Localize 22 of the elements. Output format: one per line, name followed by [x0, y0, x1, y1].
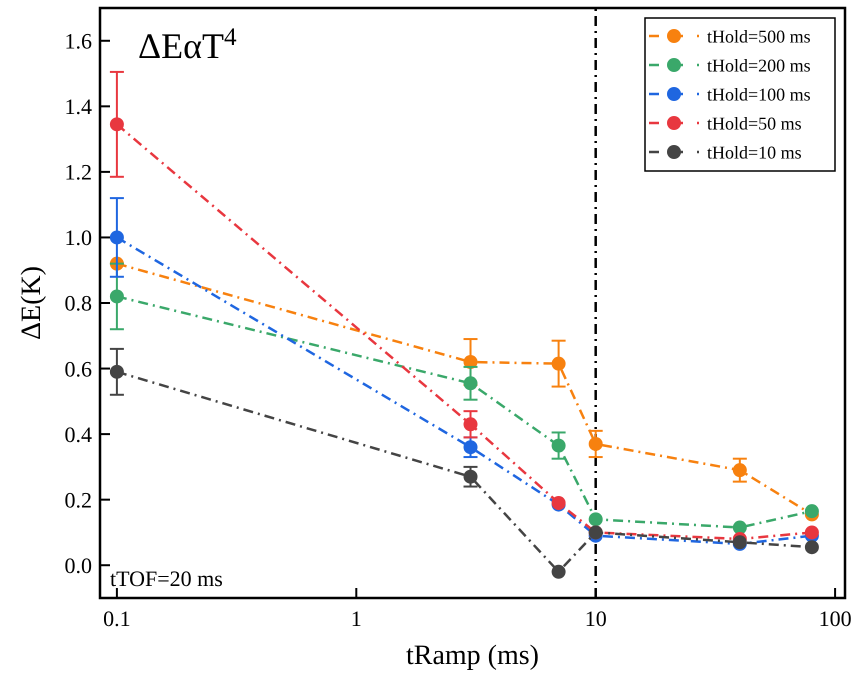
legend-label: tHold=200 ms	[707, 55, 811, 76]
y-tick-label: 1.2	[64, 160, 92, 185]
x-axis-title: tRamp (ms)	[406, 640, 539, 671]
legend-label: tHold=100 ms	[707, 84, 811, 104]
y-tick-label: 0.8	[64, 290, 92, 316]
y-tick-label: 0.0	[64, 552, 92, 578]
annotation: tTOF=20 ms	[110, 566, 223, 591]
text: ΔEαT$^{4}$	[138, 24, 237, 66]
y-tick-label: 0.2	[64, 487, 92, 512]
y-tick-label: 0.6	[64, 356, 92, 382]
y-tick-label: 0.4	[64, 422, 92, 447]
y-tick-label: 1.4	[64, 94, 92, 120]
y-tick-label: 1.6	[64, 28, 92, 54]
y-tick-label: 1.0	[64, 225, 92, 250]
legend-label: tHold=50 ms	[707, 113, 802, 134]
x-tick-label: 0.1	[103, 606, 131, 631]
legend-label: tHold=10 ms	[707, 142, 802, 162]
legend-label: tHold=500 ms	[707, 26, 811, 46]
x-tick-label: 10	[584, 606, 607, 631]
x-tick-label: 1	[350, 606, 362, 631]
y-axis-title: ΔE(K)	[16, 266, 47, 340]
x-tick-label: 100	[818, 606, 852, 631]
